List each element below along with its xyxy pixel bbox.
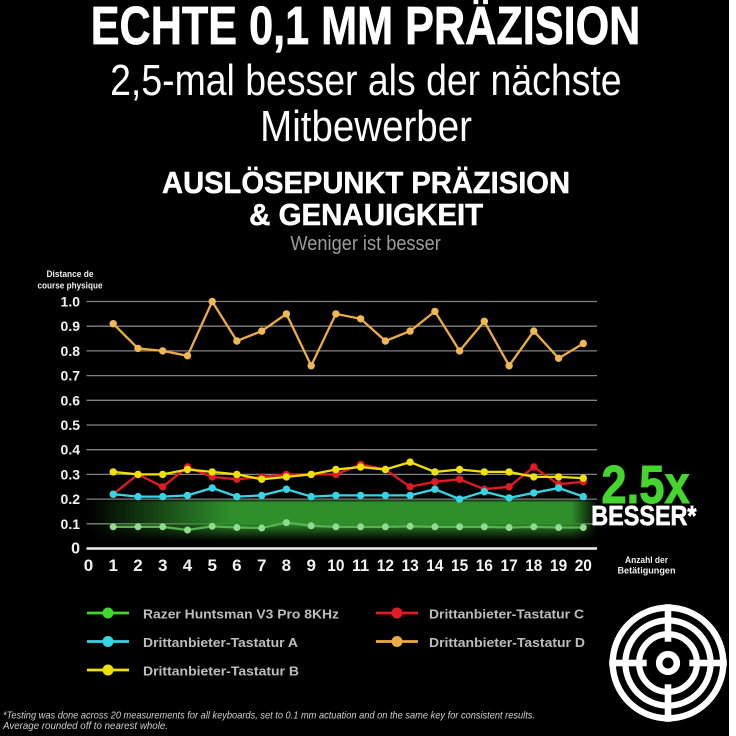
svg-text:16: 16 [476,556,493,575]
svg-text:6: 6 [232,556,241,575]
svg-text:9: 9 [306,556,315,575]
svg-text:0.8: 0.8 [61,343,81,359]
svg-text:Drittanbieter-Tastatur A: Drittanbieter-Tastatur A [143,635,299,650]
svg-text:*Testing was done across 20 me: *Testing was done across 20 measurements… [3,710,535,722]
svg-text:course physique: course physique [38,281,103,291]
svg-text:Drittanbieter-Tastatur C: Drittanbieter-Tastatur C [429,606,585,621]
svg-text:0: 0 [84,556,93,575]
svg-text:0.4: 0.4 [61,442,81,458]
svg-text:3: 3 [158,556,167,575]
svg-text:18: 18 [525,556,542,575]
svg-text:0.1: 0.1 [61,516,81,532]
svg-text:0.9: 0.9 [61,318,81,334]
svg-text:19: 19 [550,556,567,575]
svg-text:11: 11 [352,556,369,575]
svg-text:2: 2 [133,556,142,575]
svg-text:5: 5 [207,556,216,575]
svg-text:Razer Huntsman V3 Pro 8KHz: Razer Huntsman V3 Pro 8KHz [143,606,340,621]
svg-text:1.0: 1.0 [61,294,81,310]
svg-text:8: 8 [282,556,291,575]
svg-text:10: 10 [327,556,344,575]
svg-text:Drittanbieter-Tastatur D: Drittanbieter-Tastatur D [429,635,585,650]
svg-text:0: 0 [71,541,80,558]
svg-text:0.3: 0.3 [61,466,81,482]
svg-text:Betätigungen: Betätigungen [618,566,676,577]
svg-text:Drittanbieter-Tastatur B: Drittanbieter-Tastatur B [143,663,299,678]
svg-text:7: 7 [257,556,266,575]
svg-text:Average rounded off to nearest: Average rounded off to nearest whole. [2,720,168,732]
svg-text:17: 17 [501,556,518,575]
svg-text:0.5: 0.5 [61,417,81,433]
svg-text:20: 20 [575,556,592,575]
svg-text:Distance de: Distance de [47,269,94,279]
svg-text:4: 4 [183,556,193,575]
svg-text:14: 14 [426,556,444,575]
svg-text:1: 1 [108,556,117,575]
svg-text:0.2: 0.2 [61,491,81,507]
svg-text:13: 13 [402,556,419,575]
svg-text:Anzahl der: Anzahl der [625,555,668,566]
svg-text:12: 12 [377,556,394,575]
svg-text:15: 15 [451,556,468,575]
svg-text:0.6: 0.6 [61,392,81,408]
svg-text:0.7: 0.7 [61,368,81,384]
